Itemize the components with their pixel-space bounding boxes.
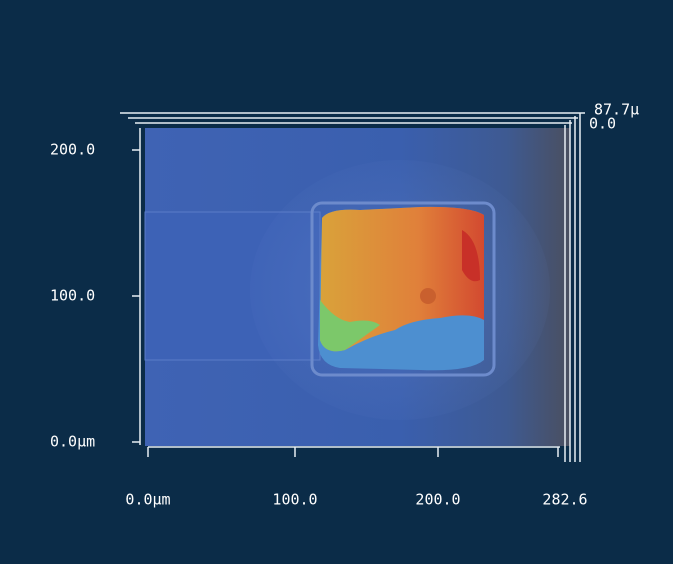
y-tick-label: 0.0μm [50,433,95,451]
x-tick-label: 100.0 [272,491,317,509]
height-map [145,128,570,446]
x-tick-label: 200.0 [415,491,460,509]
x-tick-label: 282.6 [542,491,587,509]
y-tick-label: 200.0 [50,141,95,159]
z-tick-label: 0.0 [589,115,616,133]
x-tick-label: 0.0μm [125,491,170,509]
y-tick-label: 100.0 [50,287,95,305]
microscope-view: 200.0 100.0 0.0μm 0.0μm 100.0 200.0 282.… [0,0,673,564]
